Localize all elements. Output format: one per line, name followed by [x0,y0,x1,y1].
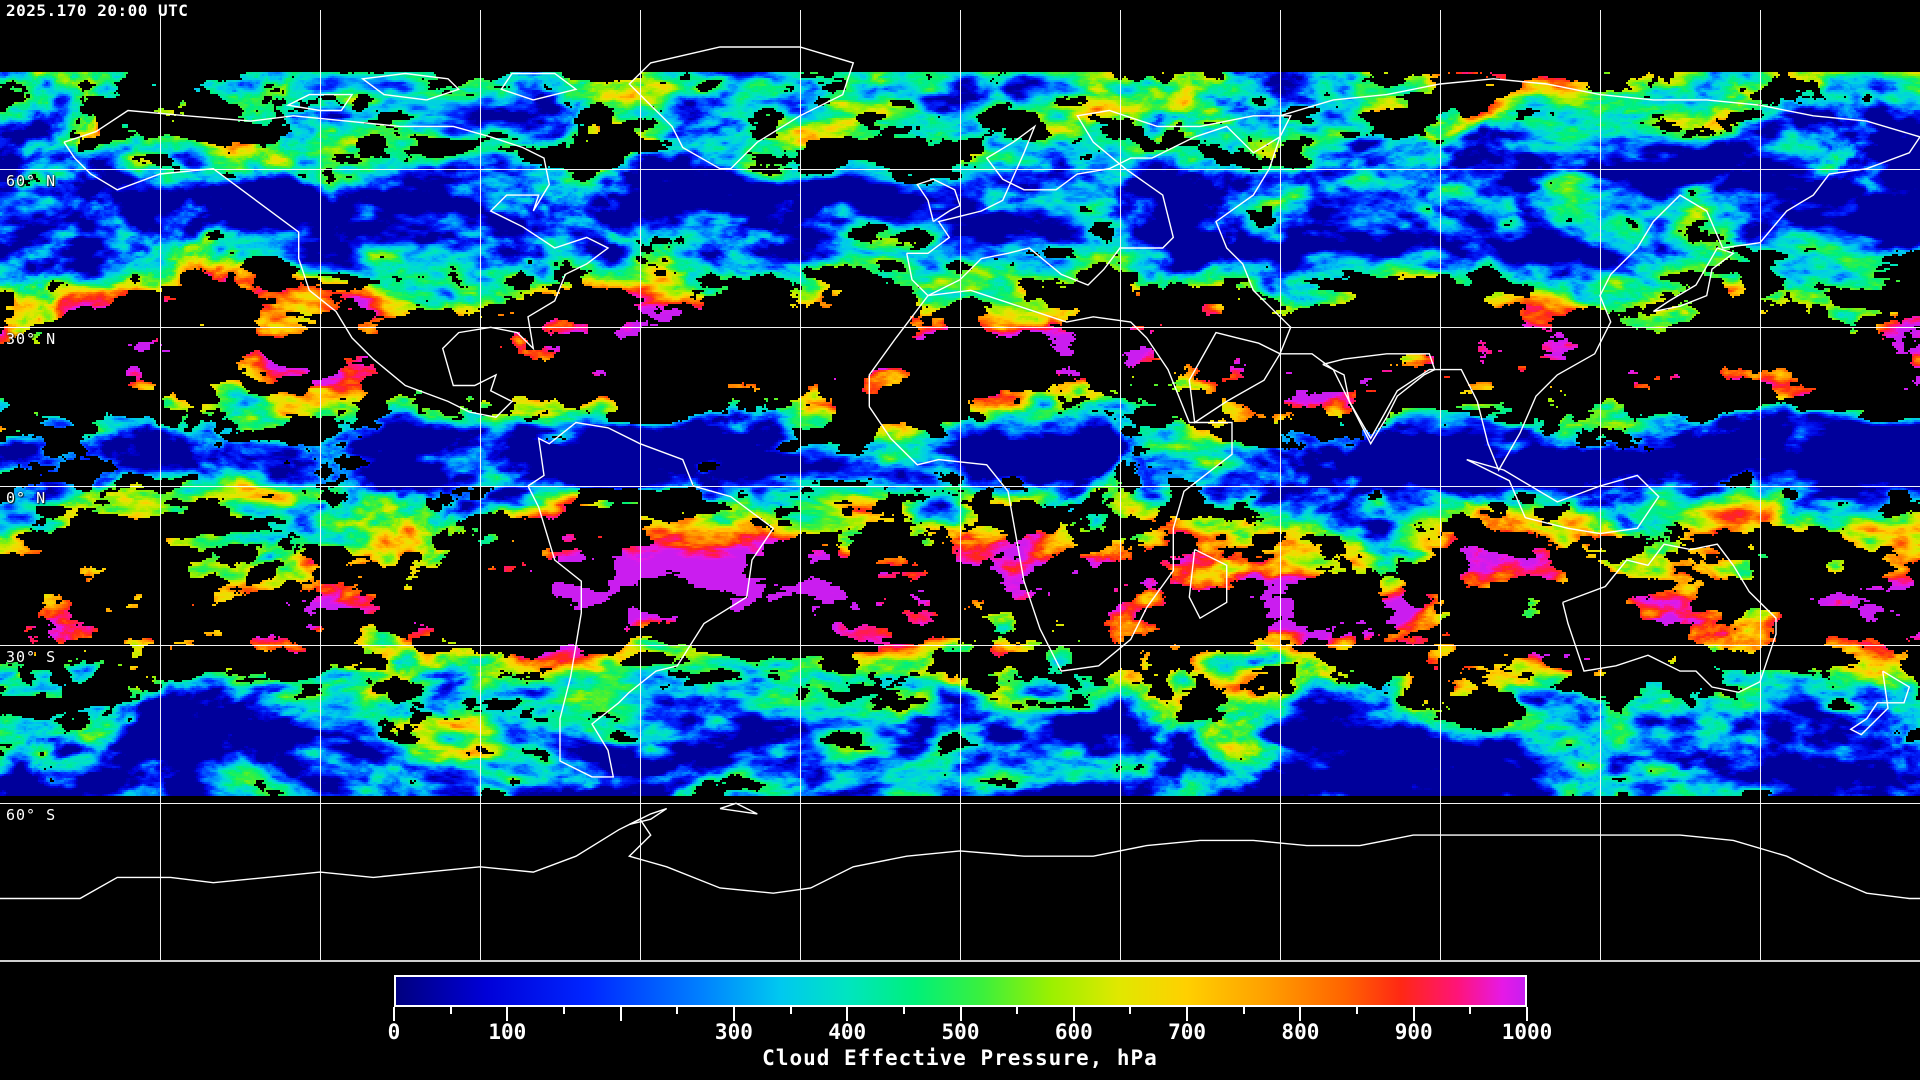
colorbar-tick-minor [449,1007,452,1014]
gridline-longitude [1600,10,1601,960]
latitude-label: 30° S [6,647,57,666]
gridline-longitude [480,10,481,960]
colorbar-tick-label: 600 [1054,1020,1093,1044]
colorbar-tick-minor [1469,1007,1472,1014]
colorbar-tick-minor [902,1007,905,1014]
gridline-latitude [0,803,1920,804]
colorbar-title: Cloud Effective Pressure, hPa [762,1046,1158,1070]
colorbar-tick-label: 700 [1168,1020,1207,1044]
colorbar-tick-major [393,1007,395,1021]
gridline-longitude [160,10,161,960]
colorbar-tick-label: 100 [488,1020,527,1044]
colorbar-tick-major [1412,1007,1415,1021]
colorbar-tick-major [1072,1007,1075,1021]
gridline-longitude [640,10,641,960]
colorbar-tick-major [846,1007,849,1021]
colorbar-tick-label: 800 [1281,1020,1320,1044]
gridline-latitude [0,645,1920,646]
latitude-label: 60° N [6,171,57,190]
colorbar-tick-major [959,1007,962,1021]
colorbar-tick-label: 400 [828,1020,867,1044]
colorbar-tick-major [1299,1007,1302,1021]
gridline-longitude [800,10,801,960]
colorbar-area: 0 100 300 400 500 600 700 800 900 1000 Cloud Effe… [0,962,1920,1080]
global-map-panel: 60° N 30° N 0° N 30° S 60° S [0,10,1920,962]
colorbar-tick-major [506,1007,509,1021]
gridline-longitude [1280,10,1281,960]
colorbar-tick-minor [1129,1007,1132,1014]
colorbar-tick-label: 0 [387,1020,401,1044]
gridline-longitude [1120,10,1121,960]
latitude-label: 30° N [6,330,57,349]
colorbar-tick-label: 1000 [1501,1020,1553,1044]
colorbar-tick-minor [1016,1007,1019,1014]
colorbar-tick-major [1526,1007,1528,1021]
colorbar-tick-major [619,1007,622,1021]
colorbar-tick-major [732,1007,735,1021]
timestamp-label: 2025.170 20:00 UTC [6,1,189,20]
colorbar-tick-minor [789,1007,792,1014]
colorbar-tick-minor [1356,1007,1359,1014]
gridline-latitude [0,486,1920,487]
colorbar-tick-label: 300 [714,1020,753,1044]
latitude-label: 0° N [6,489,47,507]
colorbar-tick-minor [676,1007,679,1014]
colorbar-tick-label: 900 [1394,1020,1433,1044]
gridline-longitude [1440,10,1441,960]
colorbar-tick-major [1186,1007,1189,1021]
latitude-label: 60° S [6,806,57,825]
gridline-longitude [320,10,321,960]
colorbar-tick-minor [562,1007,565,1014]
gridline-longitude [1760,10,1761,960]
colorbar-tick-minor [1242,1007,1245,1014]
gridline-latitude [0,169,1920,170]
map-frame-border [0,10,1920,962]
gridline-longitude [960,10,961,960]
gridline-latitude [0,327,1920,328]
colorbar-gradient [394,975,1527,1007]
colorbar-tick-label: 500 [941,1020,980,1044]
